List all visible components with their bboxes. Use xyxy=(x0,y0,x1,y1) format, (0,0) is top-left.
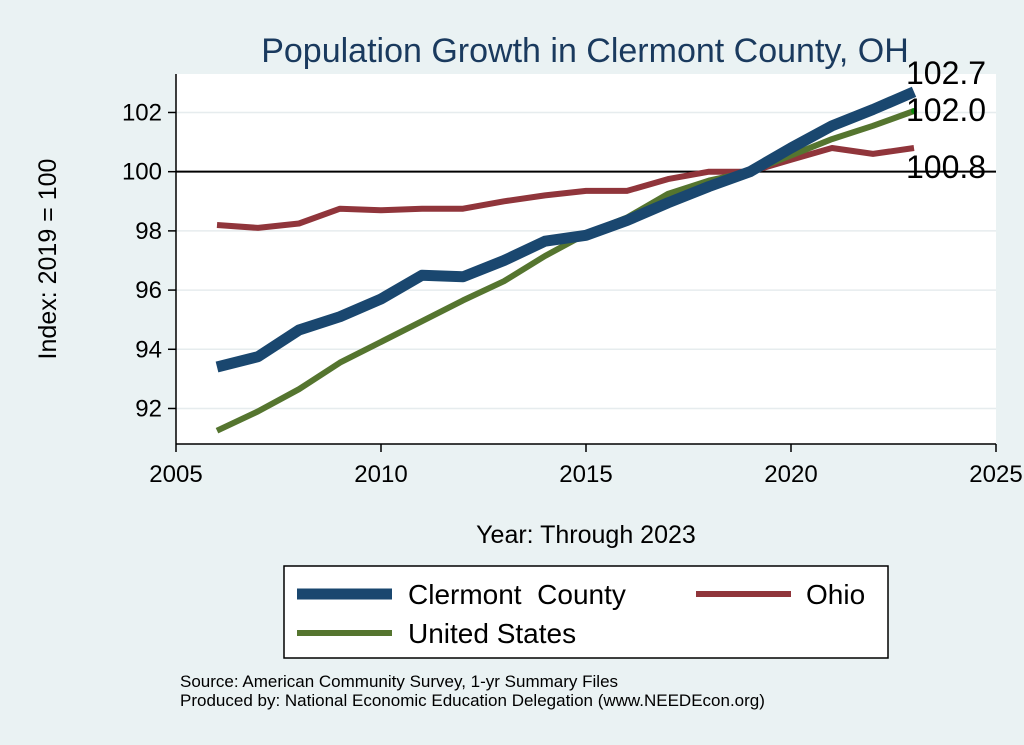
legend-label-clermont: Clermont County xyxy=(408,579,626,610)
y-ticks: 92 94 96 98 100 102 xyxy=(122,99,176,422)
chart-title: Population Growth in Clermont County, OH xyxy=(261,32,909,70)
x-tick-label-2015: 2015 xyxy=(559,461,612,488)
end-label-ohio: 100.8 xyxy=(906,149,986,185)
legend-label-us: United States xyxy=(408,618,576,649)
y-tick-label-102: 102 xyxy=(122,99,162,126)
y-tick-label-100: 100 xyxy=(122,159,162,186)
series-line-us xyxy=(215,108,916,434)
x-tick-label-2010: 2010 xyxy=(354,461,407,488)
x-tick-label-2020: 2020 xyxy=(764,461,817,488)
legend: Clermont County Ohio United States xyxy=(283,565,889,659)
source-note: Source: American Community Survey, 1-yr … xyxy=(180,672,618,691)
y-tick-label-94: 94 xyxy=(135,336,162,363)
x-axis-title: Year: Through 2023 xyxy=(476,521,696,549)
series-line-ohio xyxy=(216,145,915,231)
series-lines xyxy=(215,86,917,434)
series-end-marker-us xyxy=(911,108,917,114)
series-line-clermont xyxy=(215,86,917,373)
x-tick-label-2005: 2005 xyxy=(149,461,202,488)
y-tick-label-96: 96 xyxy=(135,277,162,304)
y-tick-label-92: 92 xyxy=(135,395,162,422)
legend-label-ohio: Ohio xyxy=(806,579,865,610)
end-label-us: 102.0 xyxy=(906,92,986,128)
x-ticks: 2005 2010 2015 2020 2025 xyxy=(149,444,1023,488)
y-tick-label-98: 98 xyxy=(135,218,162,245)
legend-box xyxy=(283,565,889,659)
end-label-clermont: 102.7 xyxy=(906,55,986,91)
producer-note: Produced by: National Economic Education… xyxy=(180,691,765,710)
y-axis-title: Index: 2019 = 100 xyxy=(34,159,62,360)
x-tick-label-2025: 2025 xyxy=(969,461,1022,488)
